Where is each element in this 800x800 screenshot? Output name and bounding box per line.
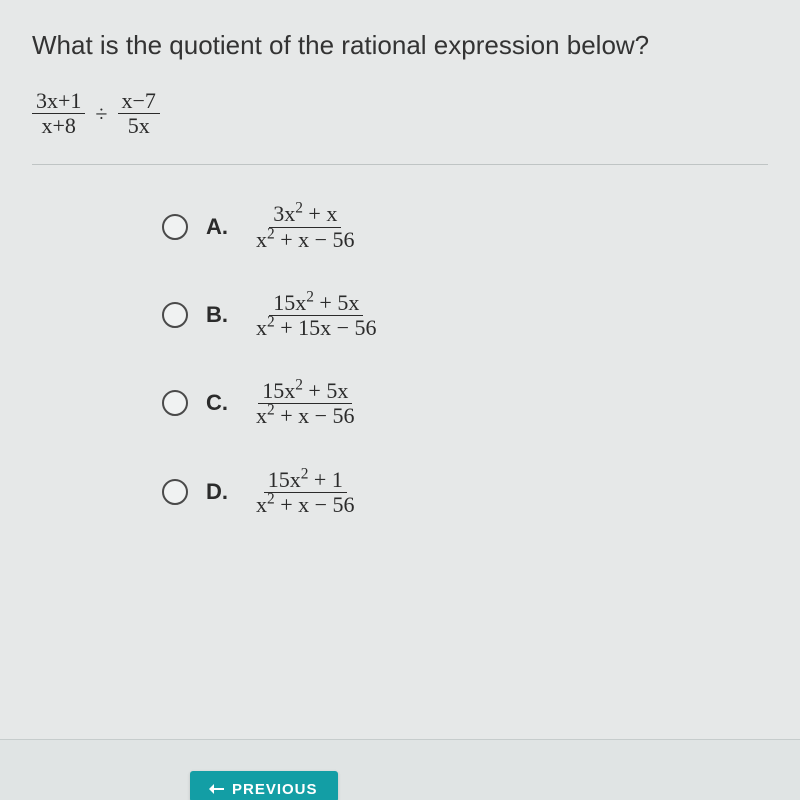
expression: 3x+1 x+8 ÷ x−7 5x [32, 89, 768, 138]
arrow-left-icon [210, 788, 224, 790]
frac-right-den: 5x [124, 114, 154, 138]
radio-button[interactable] [162, 479, 188, 505]
option-c[interactable]: C. 15x2 + 5xx2 + x − 56 [162, 378, 768, 428]
frac-left-den: x+8 [38, 114, 80, 138]
frac-left-num: 3x+1 [32, 89, 85, 114]
option-a[interactable]: A. 3x2 + xx2 + x − 56 [162, 201, 768, 251]
section-divider [32, 164, 768, 165]
quiz-screen: What is the quotient of the rational exp… [0, 0, 800, 800]
option-letter: D. [206, 479, 234, 505]
option-expression: 3x2 + xx2 + x − 56 [252, 201, 359, 251]
option-letter: C. [206, 390, 234, 416]
frac-left: 3x+1 x+8 [32, 89, 85, 138]
radio-button[interactable] [162, 302, 188, 328]
option-letter: B. [206, 302, 234, 328]
radio-button[interactable] [162, 390, 188, 416]
option-d[interactable]: D. 15x2 + 1x2 + x − 56 [162, 467, 768, 517]
option-expression: 15x2 + 5xx2 + x − 56 [252, 378, 359, 428]
division-sign: ÷ [95, 101, 107, 127]
previous-button[interactable]: PREVIOUS [190, 771, 338, 800]
radio-button[interactable] [162, 214, 188, 240]
nav-bar: PREVIOUS [0, 739, 800, 800]
frac-right-num: x−7 [118, 89, 160, 114]
option-expression: 15x2 + 1x2 + x − 56 [252, 467, 359, 517]
option-letter: A. [206, 214, 234, 240]
option-b[interactable]: B. 15x2 + 5xx2 + 15x − 56 [162, 290, 768, 340]
previous-label: PREVIOUS [232, 781, 318, 798]
answer-options: A. 3x2 + xx2 + x − 56 B. 15x2 + 5xx2 + 15x … [162, 201, 768, 517]
question-text: What is the quotient of the rational exp… [32, 30, 768, 61]
frac-right: x−7 5x [118, 89, 160, 138]
option-expression: 15x2 + 5xx2 + 15x − 56 [252, 290, 381, 340]
